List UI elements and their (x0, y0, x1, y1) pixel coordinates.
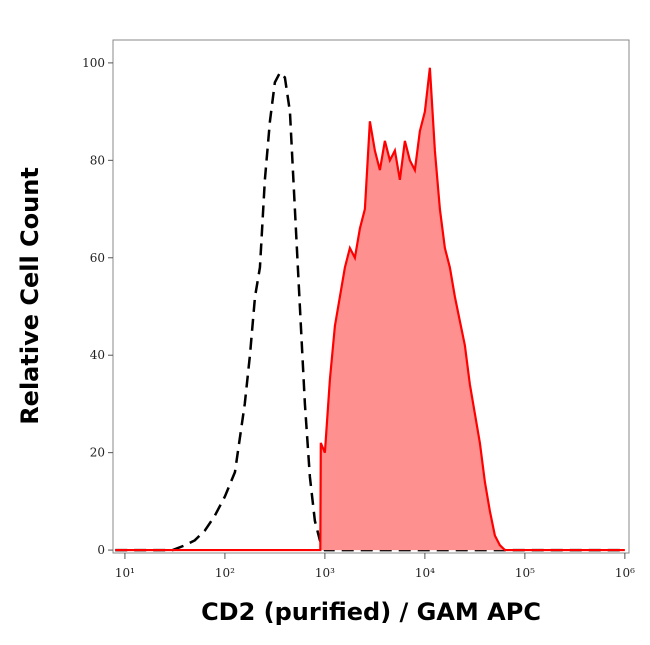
y-tick-label: 0 (97, 543, 105, 557)
y-tick-label: 80 (90, 153, 105, 167)
y-tick-label: 20 (90, 446, 105, 460)
x-axis-title: CD2 (purified) / GAM APC (201, 598, 541, 626)
y-tick-label: 40 (90, 348, 105, 362)
y-tick-label: 60 (90, 251, 105, 265)
histogram-area (115, 67, 625, 551)
x-tick-label: 10⁵ (515, 566, 535, 580)
x-tick-label: 10¹ (115, 566, 135, 580)
y-axis-title: Relative Cell Count (16, 167, 44, 425)
histogram-line (115, 67, 625, 552)
y-tick-label: 100 (82, 56, 105, 70)
x-tick-label: 10³ (315, 566, 335, 580)
x-tick-label: 10² (215, 566, 235, 580)
histogram-line (115, 70, 625, 552)
plot-frame (112, 39, 630, 554)
x-tick-label: 10⁴ (415, 566, 435, 580)
x-tick-label: 10⁶ (615, 566, 635, 580)
